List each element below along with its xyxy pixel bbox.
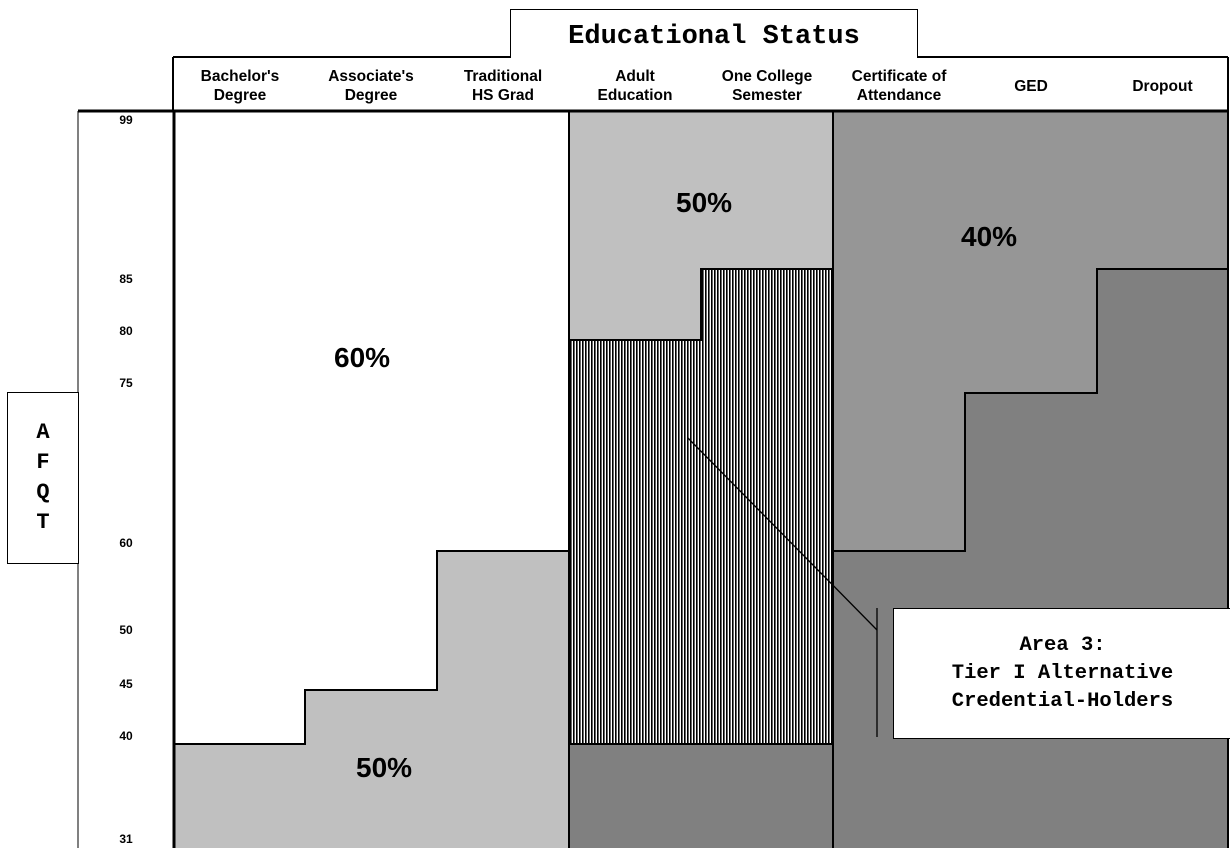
column-header-adult-education: Adult Education (569, 64, 701, 108)
afqt-tick: 45 (96, 677, 156, 691)
column-header-bachelors: Bachelor's Degree (175, 64, 305, 108)
column-header-line: Bachelor's (201, 68, 280, 85)
chart-title: Educational Status (510, 9, 918, 58)
afqt-tick: 50 (96, 623, 156, 637)
column-header-line: Education (598, 87, 673, 104)
percent-label-50-bottom: 50% (356, 752, 412, 784)
percent-label-50-top: 50% (676, 187, 732, 219)
column-header-line: Semester (732, 87, 802, 104)
afqt-letter: A (36, 418, 49, 448)
percent-label-60: 60% (334, 342, 390, 374)
column-header-line: Degree (214, 87, 267, 104)
afqt-tick: 99 (96, 113, 156, 127)
column-header-line: Associate's (328, 68, 414, 85)
callout-line: Area 3: (1019, 632, 1105, 660)
column-header-ged: GED (965, 64, 1097, 108)
column-header-line: One College (722, 68, 812, 85)
afqt-axis-label: A F Q T (7, 392, 79, 564)
column-header-line: HS Grad (472, 87, 534, 104)
column-header-dropout: Dropout (1097, 64, 1228, 108)
afqt-tick: 75 (96, 376, 156, 390)
callout-line: Tier I Alternative (952, 660, 1173, 688)
afqt-letter: F (36, 448, 49, 478)
afqt-letter: Q (36, 478, 49, 508)
column-header-line: Attendance (857, 87, 941, 104)
column-header-line: Adult (615, 68, 655, 85)
afqt-tick: 80 (96, 324, 156, 338)
column-header-traditional-hs-grad: Traditional HS Grad (437, 64, 569, 108)
callout-line: Credential-Holders (952, 688, 1173, 716)
afqt-tick: 31 (96, 832, 156, 846)
column-header-line: Degree (345, 87, 398, 104)
percent-label-40: 40% (961, 221, 1017, 253)
area-3-callout: Area 3: Tier I Alternative Credential-Ho… (893, 608, 1230, 739)
column-header-line: Traditional (464, 68, 542, 85)
column-header-line: Dropout (1132, 78, 1192, 95)
column-header-line: GED (1014, 78, 1048, 95)
afqt-tick: 85 (96, 272, 156, 286)
afqt-tick: 60 (96, 536, 156, 550)
column-header-certificate-of-attendance: Certificate of Attendance (833, 64, 965, 108)
column-header-line: Certificate of (852, 68, 947, 85)
afqt-tick: 40 (96, 729, 156, 743)
afqt-letter: T (36, 508, 49, 538)
column-header-one-college-semester: One College Semester (701, 64, 833, 108)
column-header-associates: Associate's Degree (305, 64, 437, 108)
